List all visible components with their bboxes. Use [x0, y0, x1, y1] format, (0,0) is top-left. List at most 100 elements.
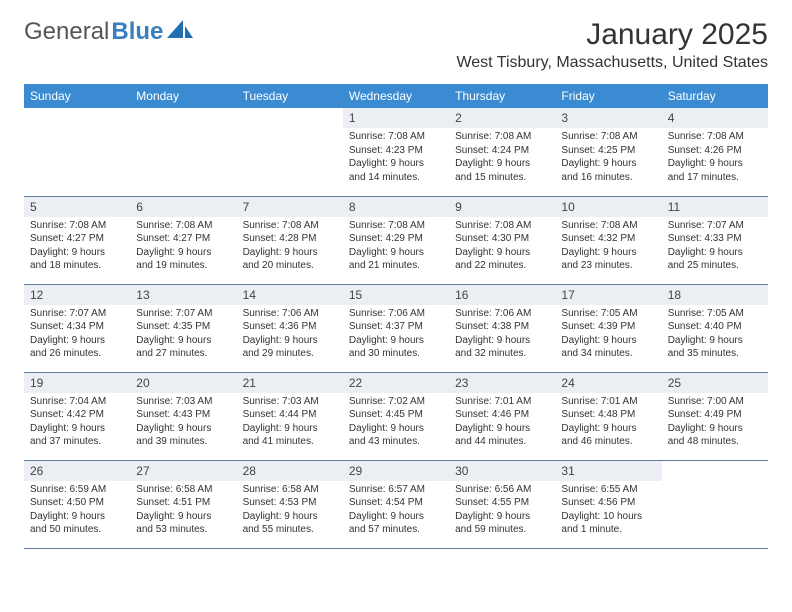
day-cell: 21Sunrise: 7:03 AMSunset: 4:44 PMDayligh… [237, 372, 343, 460]
sunrise-line: Sunrise: 7:07 AM [30, 307, 124, 321]
daylight-line: Daylight: 9 hours and 16 minutes. [561, 157, 655, 184]
day-details: Sunrise: 7:06 AMSunset: 4:37 PMDaylight:… [343, 307, 449, 361]
day-number: 24 [555, 373, 661, 393]
header: GeneralBlue January 2025 West Tisbury, M… [24, 18, 768, 72]
weekday-header: Wednesday [343, 84, 449, 108]
daylight-line: Daylight: 9 hours and 46 minutes. [561, 422, 655, 449]
day-details: Sunrise: 6:57 AMSunset: 4:54 PMDaylight:… [343, 483, 449, 537]
day-details: Sunrise: 7:01 AMSunset: 4:46 PMDaylight:… [449, 395, 555, 449]
sunset-line: Sunset: 4:34 PM [30, 320, 124, 334]
daylight-line: Daylight: 9 hours and 43 minutes. [349, 422, 443, 449]
calendar-table: SundayMondayTuesdayWednesdayThursdayFrid… [24, 84, 768, 549]
sunrise-line: Sunrise: 7:08 AM [243, 219, 337, 233]
sunrise-line: Sunrise: 7:07 AM [136, 307, 230, 321]
daylight-line: Daylight: 9 hours and 26 minutes. [30, 334, 124, 361]
daylight-line: Daylight: 9 hours and 23 minutes. [561, 246, 655, 273]
day-number: 16 [449, 285, 555, 305]
day-details: Sunrise: 6:58 AMSunset: 4:53 PMDaylight:… [237, 483, 343, 537]
day-cell: 16Sunrise: 7:06 AMSunset: 4:38 PMDayligh… [449, 284, 555, 372]
calendar-row: 1Sunrise: 7:08 AMSunset: 4:23 PMDaylight… [24, 108, 768, 196]
day-number: 20 [130, 373, 236, 393]
calendar-row: 5Sunrise: 7:08 AMSunset: 4:27 PMDaylight… [24, 196, 768, 284]
day-number: 7 [237, 197, 343, 217]
daylight-line: Daylight: 9 hours and 59 minutes. [455, 510, 549, 537]
sunrise-line: Sunrise: 7:05 AM [561, 307, 655, 321]
day-details: Sunrise: 7:05 AMSunset: 4:40 PMDaylight:… [662, 307, 768, 361]
day-cell: 13Sunrise: 7:07 AMSunset: 4:35 PMDayligh… [130, 284, 236, 372]
sunset-line: Sunset: 4:33 PM [668, 232, 762, 246]
day-details: Sunrise: 7:08 AMSunset: 4:29 PMDaylight:… [343, 219, 449, 273]
daylight-line: Daylight: 9 hours and 55 minutes. [243, 510, 337, 537]
day-number: 31 [555, 461, 661, 481]
day-details: Sunrise: 7:08 AMSunset: 4:28 PMDaylight:… [237, 219, 343, 273]
day-number: 1 [343, 108, 449, 128]
day-cell: 5Sunrise: 7:08 AMSunset: 4:27 PMDaylight… [24, 196, 130, 284]
daylight-line: Daylight: 9 hours and 20 minutes. [243, 246, 337, 273]
daylight-line: Daylight: 9 hours and 29 minutes. [243, 334, 337, 361]
daylight-line: Daylight: 9 hours and 22 minutes. [455, 246, 549, 273]
logo-text-part1: General [24, 18, 109, 46]
day-details: Sunrise: 7:03 AMSunset: 4:44 PMDaylight:… [237, 395, 343, 449]
day-number: 2 [449, 108, 555, 128]
sunset-line: Sunset: 4:30 PM [455, 232, 549, 246]
day-details: Sunrise: 7:08 AMSunset: 4:27 PMDaylight:… [24, 219, 130, 273]
sunrise-line: Sunrise: 7:02 AM [349, 395, 443, 409]
sunset-line: Sunset: 4:26 PM [668, 144, 762, 158]
sunrise-line: Sunrise: 7:04 AM [30, 395, 124, 409]
day-details: Sunrise: 7:07 AMSunset: 4:34 PMDaylight:… [24, 307, 130, 361]
weekday-header: Saturday [662, 84, 768, 108]
sunset-line: Sunset: 4:49 PM [668, 408, 762, 422]
sunset-line: Sunset: 4:53 PM [243, 496, 337, 510]
day-details: Sunrise: 7:08 AMSunset: 4:25 PMDaylight:… [555, 130, 661, 184]
daylight-line: Daylight: 9 hours and 37 minutes. [30, 422, 124, 449]
day-cell: 8Sunrise: 7:08 AMSunset: 4:29 PMDaylight… [343, 196, 449, 284]
day-number: 11 [662, 197, 768, 217]
sunset-line: Sunset: 4:54 PM [349, 496, 443, 510]
day-cell: 3Sunrise: 7:08 AMSunset: 4:25 PMDaylight… [555, 108, 661, 196]
sunset-line: Sunset: 4:55 PM [455, 496, 549, 510]
sunrise-line: Sunrise: 7:08 AM [30, 219, 124, 233]
sunrise-line: Sunrise: 6:55 AM [561, 483, 655, 497]
day-cell: 20Sunrise: 7:03 AMSunset: 4:43 PMDayligh… [130, 372, 236, 460]
empty-cell [237, 108, 343, 196]
sunset-line: Sunset: 4:24 PM [455, 144, 549, 158]
day-number: 13 [130, 285, 236, 305]
day-details: Sunrise: 6:55 AMSunset: 4:56 PMDaylight:… [555, 483, 661, 537]
sunrise-line: Sunrise: 7:03 AM [243, 395, 337, 409]
sunset-line: Sunset: 4:39 PM [561, 320, 655, 334]
sunrise-line: Sunrise: 7:03 AM [136, 395, 230, 409]
day-number: 28 [237, 461, 343, 481]
day-details: Sunrise: 7:08 AMSunset: 4:26 PMDaylight:… [662, 130, 768, 184]
sunset-line: Sunset: 4:46 PM [455, 408, 549, 422]
sunset-line: Sunset: 4:25 PM [561, 144, 655, 158]
day-details: Sunrise: 7:06 AMSunset: 4:38 PMDaylight:… [449, 307, 555, 361]
day-number: 22 [343, 373, 449, 393]
day-cell: 15Sunrise: 7:06 AMSunset: 4:37 PMDayligh… [343, 284, 449, 372]
day-cell: 2Sunrise: 7:08 AMSunset: 4:24 PMDaylight… [449, 108, 555, 196]
weekday-header: Sunday [24, 84, 130, 108]
day-number: 5 [24, 197, 130, 217]
sunrise-line: Sunrise: 6:57 AM [349, 483, 443, 497]
title-block: January 2025 West Tisbury, Massachusetts… [456, 18, 768, 72]
day-details: Sunrise: 7:01 AMSunset: 4:48 PMDaylight:… [555, 395, 661, 449]
weekday-header: Thursday [449, 84, 555, 108]
day-number: 17 [555, 285, 661, 305]
day-number: 29 [343, 461, 449, 481]
day-details: Sunrise: 7:06 AMSunset: 4:36 PMDaylight:… [237, 307, 343, 361]
sunset-line: Sunset: 4:38 PM [455, 320, 549, 334]
sunset-line: Sunset: 4:51 PM [136, 496, 230, 510]
sunset-line: Sunset: 4:27 PM [30, 232, 124, 246]
day-cell: 22Sunrise: 7:02 AMSunset: 4:45 PMDayligh… [343, 372, 449, 460]
day-details: Sunrise: 7:04 AMSunset: 4:42 PMDaylight:… [24, 395, 130, 449]
logo-text-part2: Blue [111, 18, 163, 46]
day-number: 4 [662, 108, 768, 128]
sunrise-line: Sunrise: 7:05 AM [668, 307, 762, 321]
empty-cell [24, 108, 130, 196]
day-number: 12 [24, 285, 130, 305]
day-cell: 30Sunrise: 6:56 AMSunset: 4:55 PMDayligh… [449, 460, 555, 548]
daylight-line: Daylight: 9 hours and 34 minutes. [561, 334, 655, 361]
weekday-header: Monday [130, 84, 236, 108]
sunset-line: Sunset: 4:37 PM [349, 320, 443, 334]
sunset-line: Sunset: 4:28 PM [243, 232, 337, 246]
day-number: 27 [130, 461, 236, 481]
